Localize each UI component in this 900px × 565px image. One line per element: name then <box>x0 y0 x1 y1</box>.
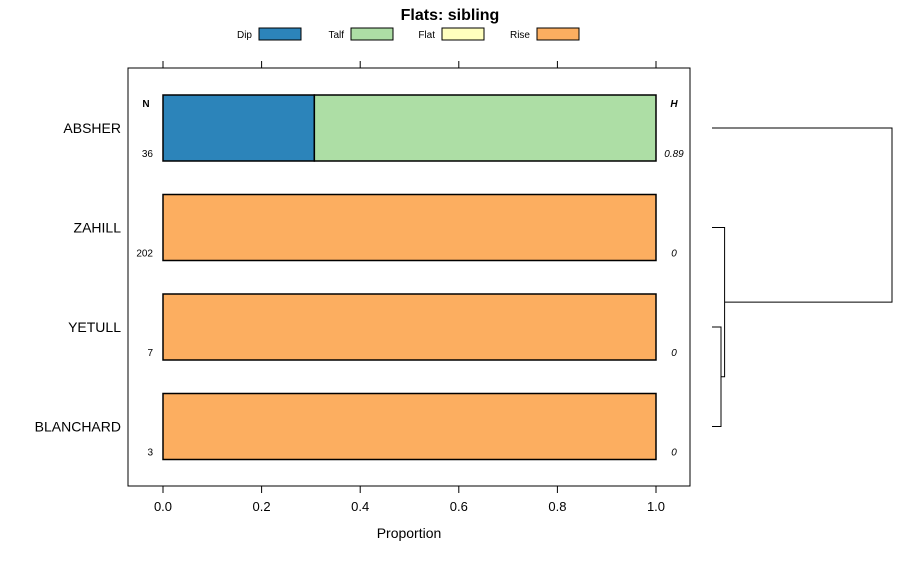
n-value: 36 <box>142 149 154 160</box>
bar-blanchard-rise <box>162 392 657 461</box>
legend-label-flat: Flat <box>418 30 435 41</box>
n-header: N <box>142 99 149 110</box>
legend-swatch-talf <box>350 27 394 41</box>
legend-swatch-flat <box>441 27 485 41</box>
h-value: 0 <box>671 249 677 260</box>
x-tick-label: 0.6 <box>450 499 468 514</box>
h-value: 0.89 <box>664 149 684 160</box>
row-label: ABSHER <box>63 120 121 136</box>
axes: 0.0 0.2 0.4 0.6 0.8 1.0 <box>154 61 665 514</box>
dendrogram <box>712 127 893 427</box>
h-header: H <box>670 99 678 110</box>
x-tick-label: 1.0 <box>647 499 665 514</box>
legend-swatch-dip <box>258 27 302 41</box>
x-tick-label: 0.4 <box>351 499 369 514</box>
x-axis-label: Proportion <box>377 525 442 541</box>
plot-frame <box>127 67 691 487</box>
row-label: ZAHILL <box>74 220 122 236</box>
n-value: 202 <box>136 249 153 260</box>
x-tick-label: 0.0 <box>154 499 172 514</box>
bar-yetull-rise <box>162 293 657 361</box>
legend-swatch-rise <box>536 27 580 41</box>
row-labels: N H ABSHER 36 0.89 ZAHILL 202 0 YETULL 7 0 BLANCHAR… <box>35 99 685 459</box>
row-label: BLANCHARD <box>35 419 121 435</box>
x-tick-label: 0.2 <box>253 499 271 514</box>
dendrogram-branch <box>712 227 726 378</box>
n-value: 7 <box>147 348 153 359</box>
bar-absher-talf <box>313 94 657 162</box>
legend: Dip Talf Flat Rise <box>237 27 580 41</box>
legend-label-rise: Rise <box>510 30 530 41</box>
n-value: 3 <box>147 448 153 459</box>
bars <box>162 94 657 461</box>
bar-zahill-rise <box>162 193 657 262</box>
x-tick-label: 0.8 <box>548 499 566 514</box>
dendrogram-branch <box>712 127 893 303</box>
h-value: 0 <box>671 348 677 359</box>
row-label: YETULL <box>68 319 121 335</box>
legend-label-dip: Dip <box>237 30 252 41</box>
bar-absher-dip <box>162 94 316 162</box>
h-value: 0 <box>671 448 677 459</box>
dendrogram-branch <box>712 326 722 427</box>
legend-label-talf: Talf <box>328 30 344 41</box>
chart-title: Flats: sibling <box>401 7 500 24</box>
